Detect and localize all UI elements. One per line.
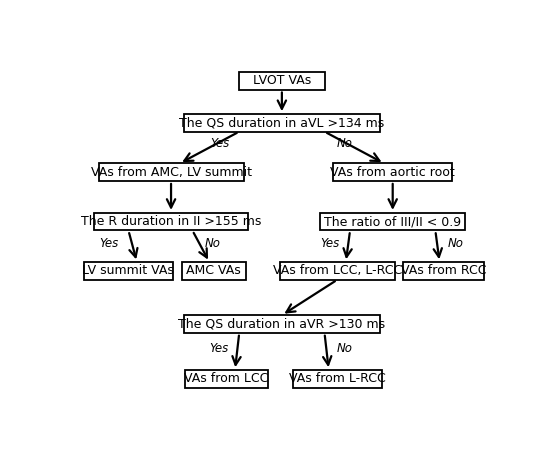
FancyBboxPatch shape	[182, 262, 246, 280]
Text: The ratio of III/II < 0.9: The ratio of III/II < 0.9	[324, 215, 461, 228]
FancyBboxPatch shape	[84, 262, 173, 280]
Text: The QS duration in aVR >130 ms: The QS duration in aVR >130 ms	[178, 317, 386, 331]
Text: LVOT VAs: LVOT VAs	[253, 74, 311, 87]
FancyBboxPatch shape	[185, 370, 268, 388]
FancyBboxPatch shape	[333, 163, 452, 181]
FancyBboxPatch shape	[184, 114, 380, 132]
Text: Yes: Yes	[100, 237, 119, 250]
FancyBboxPatch shape	[95, 213, 248, 230]
Text: VAs from AMC, LV summit: VAs from AMC, LV summit	[91, 166, 251, 179]
Text: VAs from aortic root: VAs from aortic root	[331, 166, 455, 179]
FancyBboxPatch shape	[98, 163, 244, 181]
Text: VAs from L-RCC: VAs from L-RCC	[289, 372, 386, 385]
Text: The QS duration in aVL >134 ms: The QS duration in aVL >134 ms	[179, 116, 384, 129]
Text: Yes: Yes	[320, 237, 339, 250]
Text: No: No	[337, 342, 353, 355]
Text: LV summit VAs: LV summit VAs	[82, 265, 174, 277]
Text: No: No	[448, 237, 464, 250]
FancyBboxPatch shape	[403, 262, 485, 280]
Text: AMC VAs: AMC VAs	[186, 265, 241, 277]
FancyBboxPatch shape	[320, 213, 465, 230]
FancyBboxPatch shape	[239, 72, 324, 90]
FancyBboxPatch shape	[293, 370, 382, 388]
Text: VAs from LCC: VAs from LCC	[184, 372, 268, 385]
Text: The R duration in II >155 ms: The R duration in II >155 ms	[81, 215, 261, 228]
Text: VAs from LCC, L-RCC: VAs from LCC, L-RCC	[273, 265, 402, 277]
FancyBboxPatch shape	[280, 262, 395, 280]
Text: VAs from RCC: VAs from RCC	[401, 265, 487, 277]
Text: Yes: Yes	[209, 342, 228, 355]
Text: Yes: Yes	[211, 137, 230, 151]
Text: No: No	[337, 137, 353, 151]
FancyBboxPatch shape	[184, 315, 380, 333]
Text: No: No	[205, 237, 221, 250]
